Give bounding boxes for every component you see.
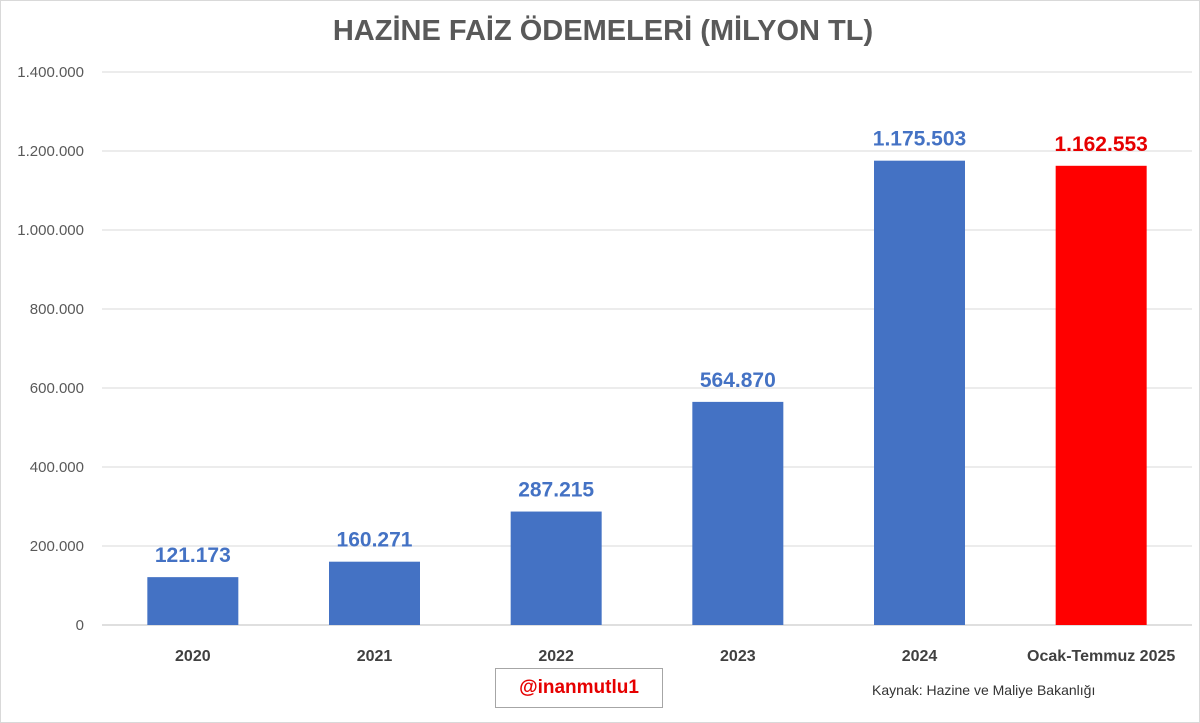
grid-layer	[102, 71, 1192, 626]
data-label: 121.173	[155, 544, 231, 567]
x-tick-label: 2022	[538, 648, 574, 665]
bar	[874, 160, 965, 625]
data-label: 160.271	[337, 529, 413, 552]
x-axis: 2020 2021 2022 2023 2024 Ocak-Temmuz 2025	[175, 648, 1175, 665]
bar	[510, 511, 602, 625]
y-tick-label: 200.000	[30, 538, 84, 555]
x-tick-label: 2021	[357, 648, 393, 665]
x-tick-label: Ocak-Temmuz 2025	[1027, 648, 1175, 665]
bar	[692, 401, 784, 625]
y-tick-label: 400.000	[30, 459, 84, 476]
y-tick-label: 600.000	[30, 380, 84, 397]
data-label: 287.215	[518, 479, 594, 502]
data-label: 1.175.503	[873, 128, 966, 151]
bar	[329, 561, 420, 625]
source-note: Kaynak: Hazine ve Maliye Bakanlığı	[872, 682, 1096, 698]
y-axis: 0 200.000 400.000 600.000 800.000 1.000.000 1.…	[17, 64, 84, 634]
bars	[147, 160, 1147, 625]
bar	[1055, 165, 1147, 625]
y-tick-label: 1.400.000	[17, 64, 84, 81]
x-tick-label: 2024	[902, 648, 938, 665]
x-tick-label: 2023	[720, 648, 756, 665]
y-tick-label: 800.000	[30, 301, 84, 318]
data-labels: 121.173 160.271 287.215 564.870 1.175.503 1.1…	[155, 128, 1148, 567]
chart-title: HAZİNE FAİZ ÖDEMELERİ (MİLYON TL)	[333, 14, 873, 47]
bar	[147, 577, 239, 625]
data-label: 1.162.553	[1054, 133, 1147, 156]
y-tick-label: 1.200.000	[17, 143, 84, 160]
watermark-handle: @inanmutlu1	[495, 668, 663, 708]
y-tick-label: 1.000.000	[17, 222, 84, 239]
data-label: 564.870	[700, 369, 776, 392]
x-tick-label: 2020	[175, 648, 211, 665]
y-tick-label: 0	[76, 617, 84, 634]
